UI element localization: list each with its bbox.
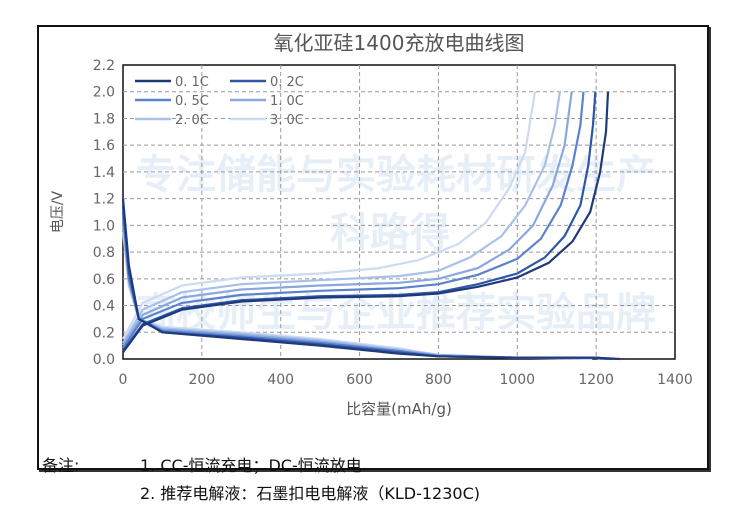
charge-curve-0.5C [122,91,585,349]
watermark-brand: 科路得 [330,210,450,256]
charge-curve-0.2C [122,91,597,352]
discharge-curve-0.5C [121,211,609,361]
y-tick-label: 1.8 [93,111,115,127]
legend-label: 0. 2C [270,75,304,90]
plot-area [122,64,676,360]
legend-label: 3. 0C [270,113,304,128]
legend-label: 1. 0C [270,94,304,109]
y-tick-label: 1.6 [93,138,115,154]
x-tick-label: 1000 [499,372,535,388]
y-tick-label: 1.0 [93,218,115,234]
x-tick-label: 600 [346,372,373,388]
discharge-curve-0.1C [121,198,620,361]
x-tick-label: 1200 [578,372,614,388]
y-tick-label: 2.2 [93,58,115,74]
y-tick-label: 0.6 [93,272,115,288]
legend-label: 0. 1C [175,75,209,90]
y-tick-label: 0.2 [93,325,115,341]
chart-title: 氧化亚硅1400充放电曲线图 [274,31,525,55]
charge-curve-2.0C [122,91,561,344]
x-axis-label: 比容量(mAh/g) [346,400,452,418]
y-axis-label: 电压/V [50,190,66,233]
charge-curve-3.0C [122,91,537,340]
y-tick-label: 1.2 [93,192,115,208]
x-tick-label: 1400 [657,372,693,388]
legend-label: 0. 5C [175,94,209,109]
x-tick-label: 800 [425,372,452,388]
note-item-1: 1. CC-恒流充电；DC-恒流放电 [140,456,362,475]
y-tick-label: 1.4 [93,165,115,181]
x-tick-label: 0 [119,372,128,388]
charge-curve-0.1C [122,91,610,353]
charge-curve-1.0C [122,91,573,347]
y-tick-label: 0.0 [93,352,115,368]
x-tick-label: 200 [188,372,215,388]
y-tick-label: 2.0 [93,85,115,101]
notes-label: 备注: [42,456,80,475]
x-tick-label: 400 [267,372,294,388]
legend-label: 2. 0C [175,113,209,128]
discharge-curve-2.0C [121,225,601,361]
y-tick-label: 0.4 [93,299,115,315]
chart-frame [37,25,709,470]
y-tick-label: 0.8 [93,245,115,261]
note-item-2: 2. 推荐电解液：石墨扣电电解液（KLD-1230C) [140,484,480,503]
